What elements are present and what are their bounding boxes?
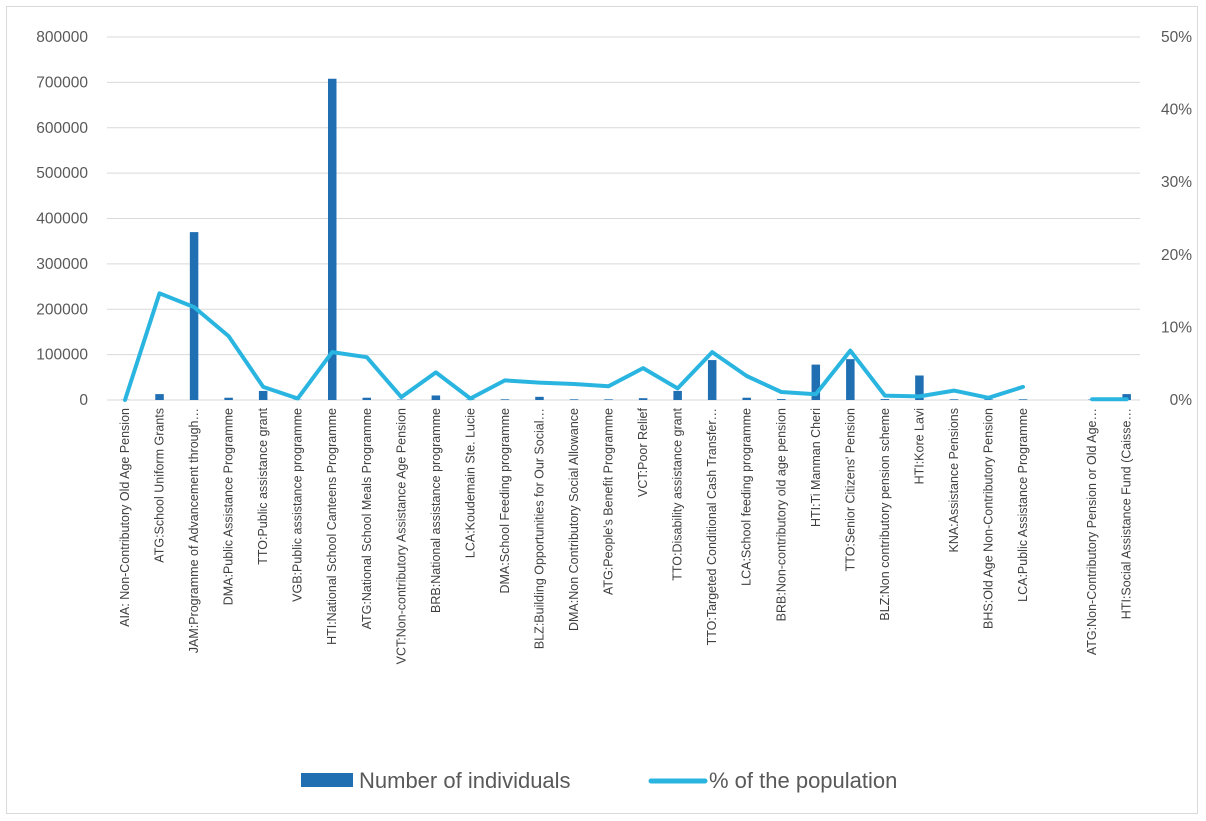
- bar: [742, 397, 751, 400]
- line-series: [123, 291, 1129, 402]
- bar: [500, 399, 510, 400]
- category-label: LCA:School feeding programme: [740, 408, 754, 586]
- bar: [327, 78, 337, 401]
- category-label: DMA:Non Contributory Social Allowance: [567, 408, 581, 631]
- category-label: BHS:Old Age Non-Contributory Pension: [982, 408, 996, 629]
- category-label: VGB:Public assistance programme: [291, 408, 305, 602]
- category-label: KNA:Assistance Pensions: [947, 408, 961, 553]
- category-label: BRB:Non-contributory old age pension: [774, 408, 788, 621]
- category-label: JAM:Programme of Advancement through…: [187, 408, 201, 653]
- legend-line-label: % of the population: [709, 768, 897, 793]
- bar: [638, 398, 648, 400]
- bar: [811, 364, 821, 400]
- right-tick-label: 20%: [1161, 247, 1192, 264]
- bar: [1122, 394, 1131, 400]
- category-label: HTI:Kore Lavi: [912, 408, 926, 484]
- category-label: TTO:Public assistance grant: [256, 407, 270, 564]
- left-axis-ticks: 0 100000 200000 300000 400000 500000 600000 700…: [36, 29, 88, 409]
- left-tick-label: 100000: [36, 347, 88, 364]
- right-tick-label: 10%: [1161, 319, 1192, 336]
- category-label: AIA: Non-Contributory Old Age Pension: [118, 408, 132, 627]
- category-label: BRB:National assistance programme: [429, 408, 443, 613]
- left-tick-label: 500000: [36, 165, 88, 182]
- gridlines: [107, 36, 1140, 401]
- bar: [362, 397, 372, 400]
- right-tick-label: 0%: [1170, 392, 1193, 409]
- right-tick-label: 40%: [1161, 102, 1192, 119]
- left-tick-label: 700000: [36, 74, 88, 91]
- bar: [258, 390, 268, 400]
- bar-series: [120, 78, 1131, 401]
- category-label: ATG:Non-Contributory Pension or Old Age…: [1085, 408, 1099, 655]
- line-path: [123, 291, 1025, 402]
- category-label: VCT:Non-contributory Assistance Age Pens…: [394, 408, 408, 664]
- left-tick-label: 0: [79, 392, 88, 409]
- category-label: LCA:Koudemain Ste. Lucie: [463, 408, 477, 558]
- legend: Number of individuals % of the populatio…: [301, 768, 897, 793]
- bar: [673, 390, 682, 400]
- left-tick-label: 300000: [36, 256, 88, 273]
- category-label: TTO:Targeted Conditional Cash Transfer…: [705, 408, 719, 645]
- bar: [915, 375, 924, 400]
- bar: [846, 359, 855, 400]
- bar: [1018, 399, 1028, 400]
- category-label: LCA:Public Assistance Programme: [1016, 408, 1030, 602]
- right-tick-label: 30%: [1161, 174, 1192, 191]
- category-label: HTI:National School Canteens Programme: [325, 408, 339, 645]
- bar: [431, 395, 441, 400]
- category-label: BLZ:Non contributory pension scheme: [878, 408, 892, 621]
- category-label: VCT:Poor Relief: [636, 407, 650, 496]
- category-label: TTO:Senior Citizens' Pension: [843, 408, 857, 571]
- left-tick-label: 800000: [36, 29, 88, 46]
- left-tick-label: 600000: [36, 120, 88, 137]
- category-label: HTI:Ti Manman Cheri: [809, 408, 823, 527]
- right-tick-label: 50%: [1161, 29, 1192, 46]
- bar: [189, 232, 199, 400]
- category-label: DMA:Public Assistance Programme: [222, 408, 236, 605]
- category-labels: AIA: Non-Contributory Old Age Pension ATG…: [118, 407, 1134, 664]
- bar: [569, 399, 579, 400]
- bar: [707, 360, 717, 400]
- bar: [949, 399, 959, 400]
- bar: [535, 396, 544, 400]
- category-label: TTO:Disability assistance grant: [671, 407, 685, 580]
- category-label: ATG:People's Benefit Programme: [602, 408, 616, 595]
- category-label: HTI:Social Assistance Fund (Caisse…: [1120, 408, 1134, 619]
- bar: [224, 397, 233, 400]
- legend-bar-swatch: [301, 773, 353, 787]
- legend-bar-label: Number of individuals: [359, 768, 571, 793]
- left-tick-label: 200000: [36, 301, 88, 318]
- chart-frame: [6, 6, 1198, 814]
- category-label: ATG:School Uniform Grants: [153, 408, 167, 563]
- category-label: BLZ:Building Opportunities for Our Socia…: [532, 408, 546, 649]
- category-label: DMA:School Feeding programme: [498, 408, 512, 594]
- bar: [604, 399, 613, 400]
- category-label: ATG:National School Meals Programme: [360, 408, 374, 629]
- left-tick-label: 400000: [36, 211, 88, 228]
- right-axis-ticks: 0% 10% 20% 30% 40% 50%: [1161, 29, 1192, 409]
- bar: [880, 399, 890, 400]
- bar: [155, 394, 164, 400]
- bar: [777, 399, 786, 400]
